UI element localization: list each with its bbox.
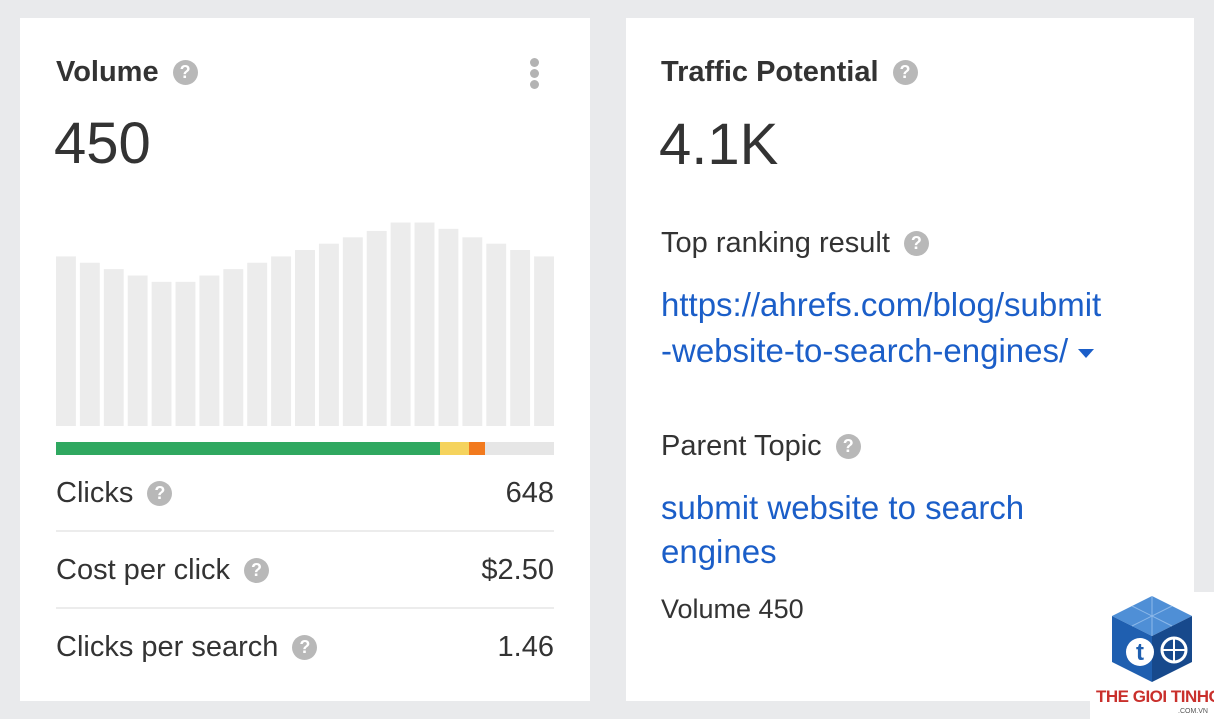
clicks-split-segment-paid[interactable] bbox=[439, 442, 469, 455]
trend-bar[interactable] bbox=[462, 237, 483, 426]
trend-bar[interactable] bbox=[414, 222, 435, 426]
trend-bar[interactable] bbox=[510, 250, 531, 426]
cube-logo-icon: t bbox=[1112, 596, 1192, 682]
help-icon[interactable]: ? bbox=[835, 434, 861, 459]
trend-bar[interactable] bbox=[247, 262, 268, 426]
parent-topic-line2[interactable]: engines bbox=[661, 533, 777, 570]
metric-row-cpc: Cost per click ? $2.50 bbox=[56, 535, 554, 605]
trend-bar[interactable] bbox=[486, 243, 507, 426]
trend-bar[interactable] bbox=[342, 237, 363, 426]
watermark-brand: THE GIOI TINHOC bbox=[1096, 687, 1214, 706]
divider bbox=[56, 607, 554, 609]
top-ranking-url-line1[interactable]: https://ahrefs.com/blog/submit bbox=[661, 286, 1102, 323]
help-icon[interactable]: ? bbox=[172, 60, 198, 85]
trend-bar[interactable] bbox=[127, 275, 148, 426]
trend-bar[interactable] bbox=[223, 269, 244, 426]
trend-bar[interactable] bbox=[295, 250, 315, 426]
traffic-potential-title: Traffic Potential ? bbox=[661, 56, 918, 89]
metric-row-clicks: Clicks ? 648 bbox=[56, 458, 554, 528]
parent-topic-volume: Volume 450 bbox=[661, 594, 804, 624]
cpc-label: Cost per click bbox=[56, 553, 231, 586]
trend-bar[interactable] bbox=[534, 256, 554, 426]
trend-bar[interactable] bbox=[199, 275, 220, 426]
watermark-logo: t bbox=[1090, 592, 1214, 719]
trend-bar[interactable] bbox=[318, 243, 339, 426]
clicks-per-search-label: Clicks per search bbox=[56, 630, 279, 663]
clicks-split-segment-other[interactable] bbox=[468, 442, 485, 455]
trend-bar[interactable] bbox=[79, 262, 100, 426]
divider bbox=[56, 530, 554, 532]
help-icon[interactable]: ? bbox=[244, 557, 270, 583]
volume-trend-chart bbox=[56, 222, 554, 426]
parent-topic-link[interactable]: submit website to search engines bbox=[661, 486, 1161, 574]
logo-letter: t bbox=[1136, 639, 1144, 666]
volume-title: Volume ? bbox=[56, 56, 198, 89]
clicks-per-search-value: 1.46 bbox=[497, 630, 554, 663]
volume-title-text: Volume bbox=[56, 56, 159, 88]
trend-bar[interactable] bbox=[366, 230, 387, 426]
trend-bar[interactable] bbox=[390, 222, 411, 426]
trend-bar[interactable] bbox=[438, 228, 459, 426]
clicks-split-bar bbox=[56, 442, 554, 455]
cpc-value: $2.50 bbox=[481, 553, 554, 586]
trend-bar[interactable] bbox=[175, 281, 196, 426]
volume-card: Volume ? 450 Clicks ? 648 Cost per click… bbox=[20, 18, 590, 701]
top-ranking-label: Top ranking result ? bbox=[661, 227, 929, 260]
help-icon[interactable]: ? bbox=[892, 60, 918, 85]
traffic-potential-title-text: Traffic Potential bbox=[661, 56, 879, 88]
help-icon[interactable]: ? bbox=[147, 480, 173, 506]
clicks-split-segment-organic[interactable] bbox=[56, 442, 440, 455]
parent-topic-label-text: Parent Topic bbox=[661, 430, 822, 462]
help-icon[interactable]: ? bbox=[292, 634, 318, 660]
trend-bar[interactable] bbox=[103, 269, 124, 426]
trend-bar[interactable] bbox=[56, 256, 76, 426]
help-icon[interactable]: ? bbox=[903, 231, 929, 256]
top-ranking-url-line2[interactable]: -website-to-search-engines/ bbox=[661, 332, 1069, 369]
clicks-label: Clicks bbox=[56, 476, 134, 509]
more-options-icon[interactable] bbox=[526, 58, 544, 90]
traffic-potential-value: 4.1K bbox=[659, 112, 779, 177]
trend-bar[interactable] bbox=[271, 256, 292, 426]
watermark-domain: .COM.VN bbox=[1178, 708, 1208, 715]
metric-row-clicks-per-search: Clicks per search ? 1.46 bbox=[56, 612, 554, 682]
top-ranking-url-link[interactable]: https://ahrefs.com/blog/submit -website-… bbox=[661, 282, 1161, 374]
traffic-potential-card: Traffic Potential ? 4.1K Top ranking res… bbox=[626, 18, 1194, 701]
top-ranking-label-text: Top ranking result bbox=[661, 227, 890, 259]
parent-topic-line1[interactable]: submit website to search bbox=[661, 489, 1025, 526]
clicks-value: 648 bbox=[505, 476, 554, 509]
parent-topic-label: Parent Topic ? bbox=[661, 430, 861, 463]
trend-bar[interactable] bbox=[151, 281, 172, 426]
volume-value: 450 bbox=[54, 111, 151, 176]
clicks-split-segment-no-clicks[interactable] bbox=[484, 442, 554, 455]
caret-down-icon[interactable] bbox=[1078, 348, 1095, 358]
